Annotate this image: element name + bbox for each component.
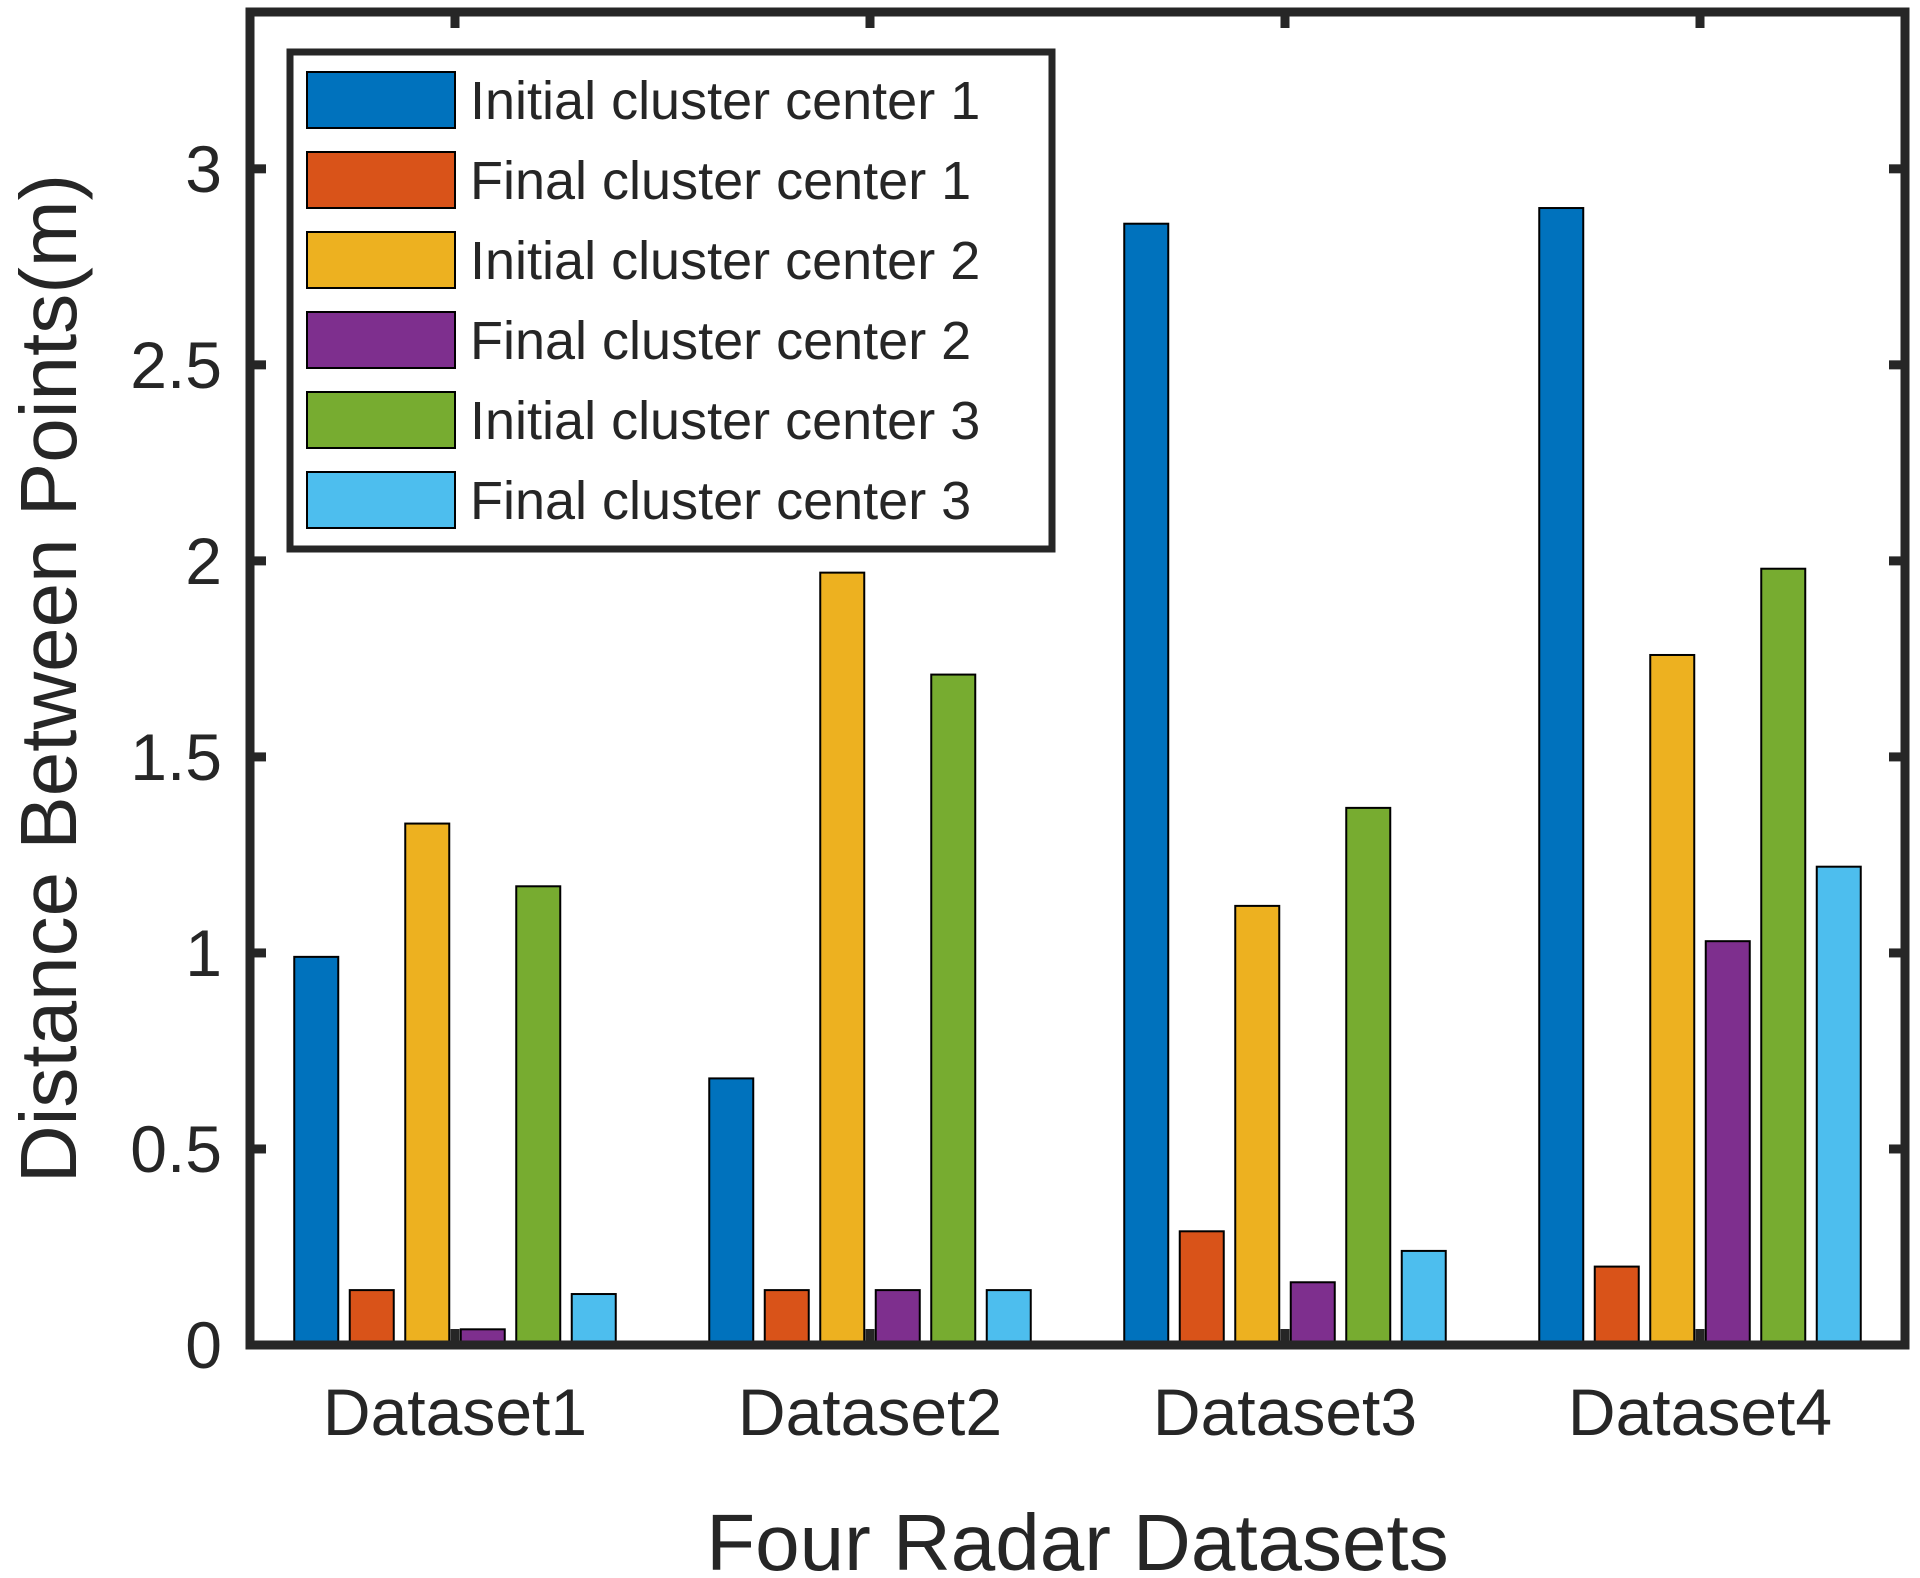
legend-label-series-5: Initial cluster center 3 — [470, 391, 980, 451]
legend-label-series-3: Initial cluster center 2 — [470, 231, 980, 291]
bar-dataset2-series-5 — [930, 673, 977, 1346]
bar-dataset1-series-1 — [293, 955, 340, 1346]
bar-dataset3-series-5 — [1345, 806, 1392, 1346]
legend: Initial cluster center 1 Final cluster ce… — [286, 48, 1056, 553]
y-tick-label: 2.5 — [130, 328, 222, 402]
x-tick-label: Dataset3 — [1153, 1375, 1417, 1449]
bar-dataset2-series-4 — [874, 1289, 921, 1346]
bar-dataset4-series-5 — [1760, 567, 1807, 1346]
legend-swatch-series-3 — [306, 231, 456, 289]
legend-swatch-series-1 — [306, 71, 456, 129]
bar-dataset1-series-5 — [515, 885, 562, 1346]
bar-dataset3-series-1 — [1123, 222, 1170, 1347]
legend-swatch-series-6 — [306, 471, 456, 529]
bar-dataset4-series-3 — [1649, 653, 1696, 1346]
x-axis-title: Four Radar Datasets — [706, 1498, 1449, 1578]
tick-labels-layer: 0 0.5 1 1.5 2 2.5 3 Dataset1 Dataset2 Dataset3 Dat… — [130, 132, 1832, 1449]
bar-dataset4-series-4 — [1704, 940, 1751, 1346]
bars-layer — [293, 207, 1862, 1347]
x-tick-label: Dataset4 — [1568, 1375, 1832, 1449]
bar-dataset1-series-3 — [404, 822, 451, 1346]
y-tick-label: 2 — [185, 524, 222, 598]
y-tick-label: 1 — [185, 916, 222, 990]
legend-label-series-2: Final cluster center 1 — [470, 151, 971, 211]
legend-swatch-series-4 — [306, 311, 456, 369]
y-tick-label: 1.5 — [130, 720, 222, 794]
legend-label-series-1: Initial cluster center 1 — [470, 71, 980, 131]
ticks-layer — [250, 12, 1905, 1350]
y-tick-label: 0 — [185, 1308, 222, 1382]
bar-dataset2-series-6 — [985, 1289, 1032, 1346]
x-tick-label: Dataset2 — [738, 1375, 1002, 1449]
bar-dataset2-series-1 — [708, 1077, 755, 1347]
bar-dataset3-series-2 — [1178, 1230, 1225, 1347]
bar-dataset4-series-2 — [1593, 1265, 1640, 1346]
legend-label-series-4: Final cluster center 2 — [470, 311, 971, 371]
y-axis-title: Distance Between Points(m) — [4, 174, 93, 1183]
y-tick-label: 3 — [185, 132, 222, 206]
bar-dataset4-series-6 — [1815, 865, 1862, 1346]
legend-label-series-6: Final cluster center 3 — [470, 471, 971, 531]
bar-dataset1-series-6 — [570, 1293, 617, 1347]
bar-dataset2-series-2 — [763, 1289, 810, 1346]
legend-swatch-series-2 — [306, 151, 456, 209]
legend-frame — [286, 48, 1056, 553]
legend-swatch-series-5 — [306, 391, 456, 449]
bar-dataset3-series-4 — [1289, 1281, 1336, 1347]
bar-dataset1-series-2 — [348, 1289, 395, 1346]
bar-dataset3-series-3 — [1234, 904, 1281, 1346]
y-tick-label: 0.5 — [130, 1112, 222, 1186]
plot-area-frame — [245, 7, 1910, 1350]
x-tick-label: Dataset1 — [323, 1375, 587, 1449]
bar-dataset3-series-6 — [1400, 1249, 1447, 1347]
bar-dataset4-series-1 — [1538, 207, 1585, 1346]
bar-dataset2-series-3 — [819, 571, 866, 1346]
